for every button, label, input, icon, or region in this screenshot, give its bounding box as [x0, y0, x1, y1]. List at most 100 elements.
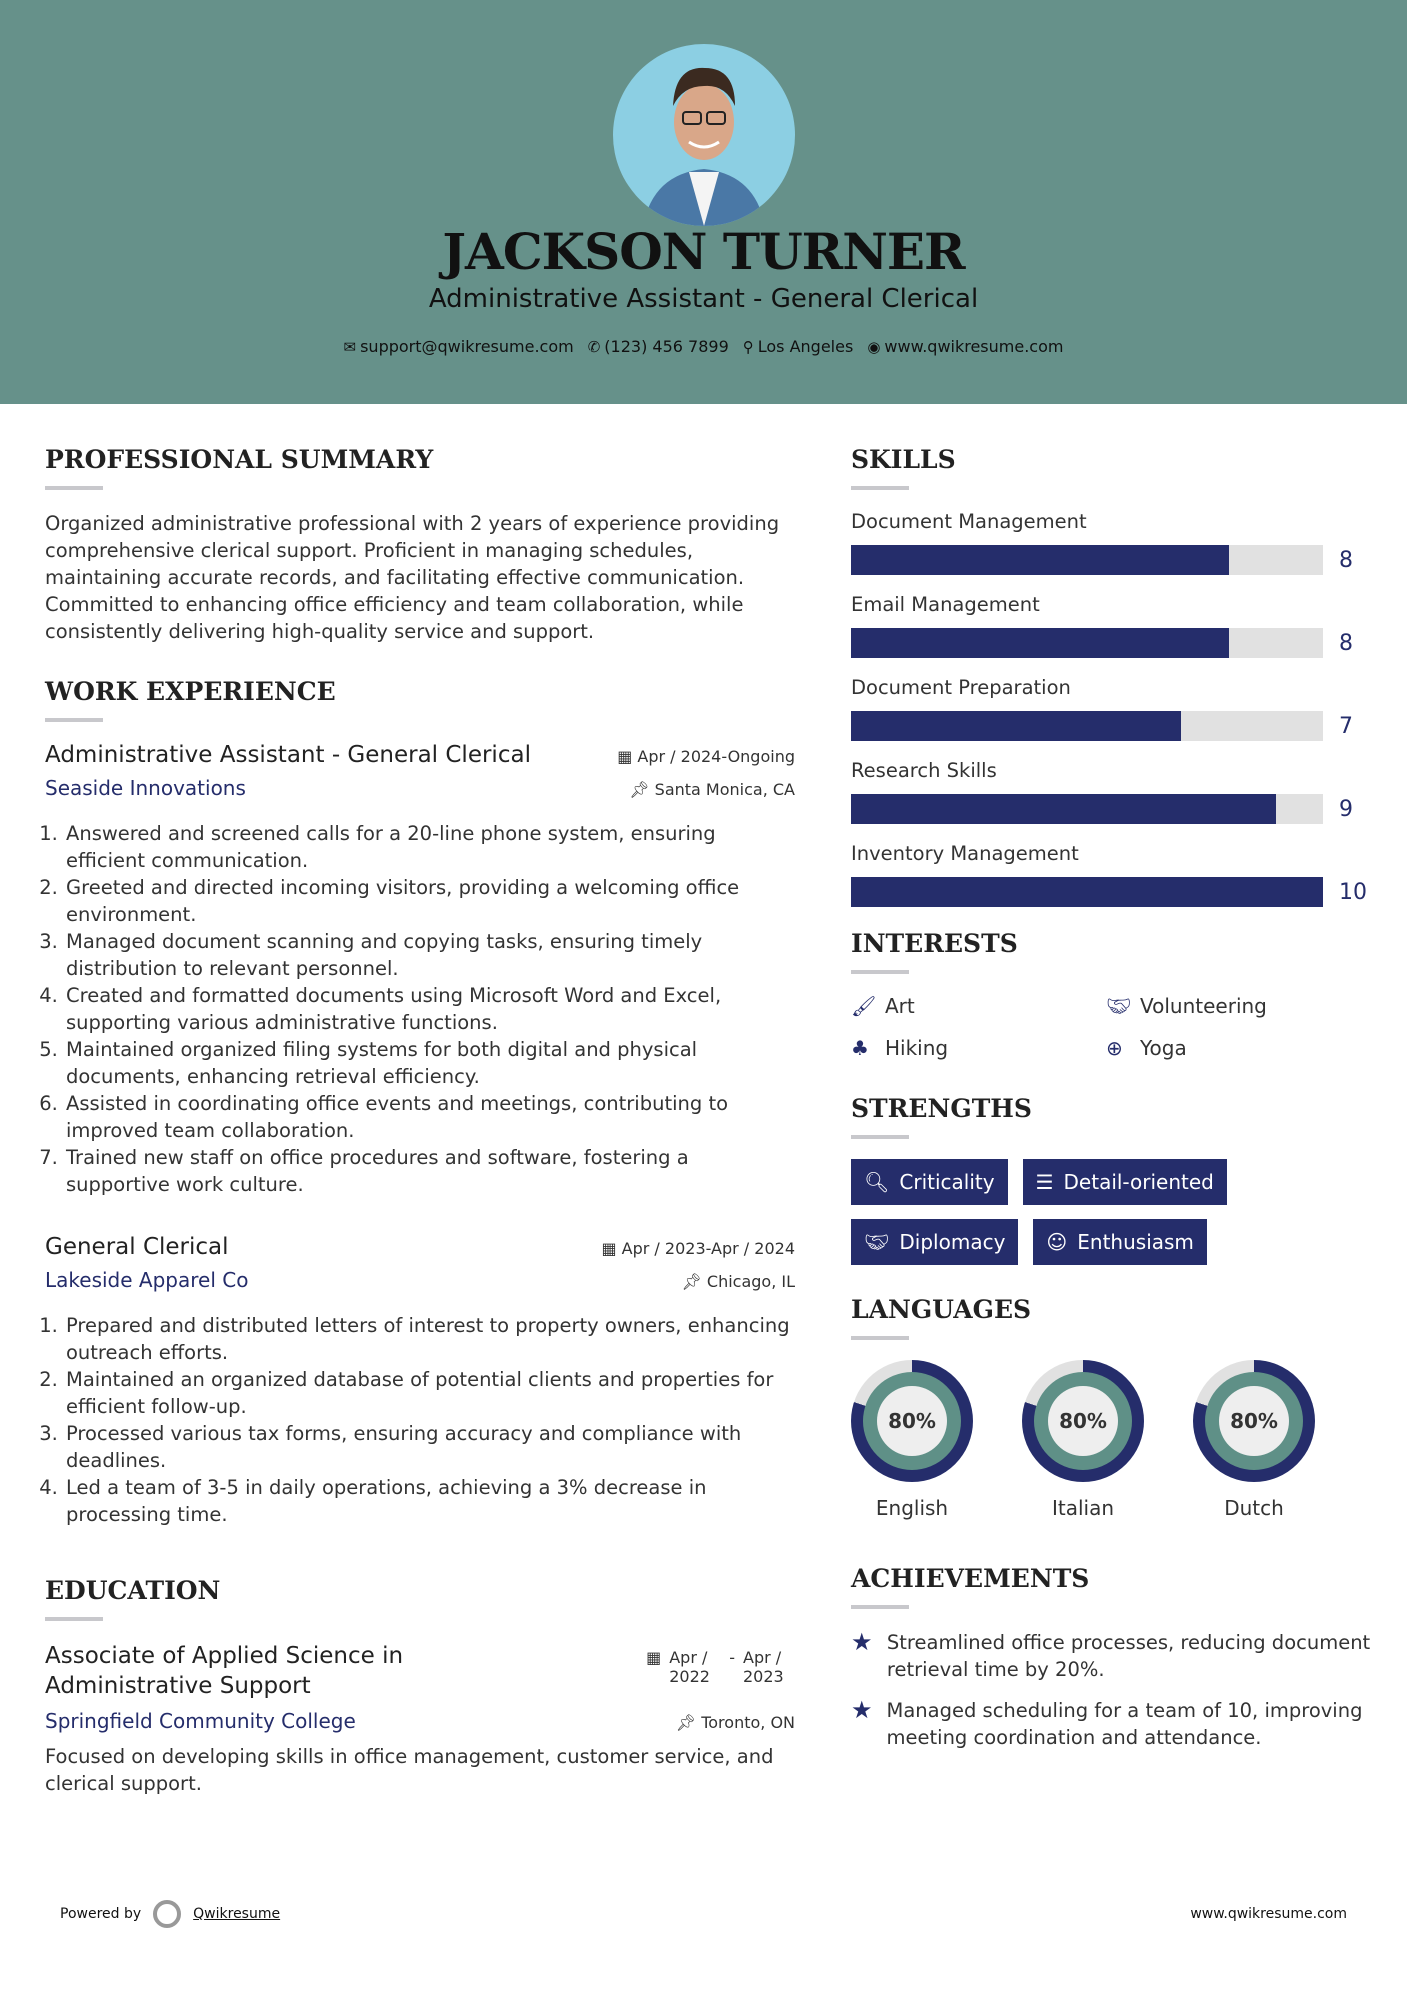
powered-label: Powered by	[60, 1906, 142, 1922]
skill-bar	[851, 711, 1323, 741]
brand-link[interactable]: Qwikresume	[193, 1906, 281, 1922]
globe-icon: ◉	[867, 338, 881, 356]
bullet-list: Answered and screened calls for a 20-lin…	[45, 820, 795, 1198]
language-item: 80% English	[851, 1360, 973, 1520]
language-donut: 80%	[1022, 1360, 1144, 1482]
job-subheader: Seaside Innovations 📌︎ Santa Monica, CA	[45, 768, 795, 800]
job-title: Administrative Assistant - General Cleri…	[45, 742, 531, 768]
interest-item: ⊕ Yoga	[1106, 1036, 1361, 1060]
pin-icon: 📌︎	[629, 780, 655, 799]
skill-item: Research Skills 9	[851, 759, 1371, 824]
search-icon: 🔍︎	[864, 1170, 890, 1194]
list-item: Answered and screened calls for a 20-lin…	[64, 820, 795, 874]
education-location: 📌︎ Toronto, ON	[675, 1713, 795, 1732]
skill-value: 8	[1339, 547, 1353, 573]
language-percent: 80%	[877, 1386, 947, 1456]
skill-value: 9	[1339, 796, 1353, 822]
achievement-list: ★ Streamlined office processes, reducing …	[851, 1629, 1371, 1751]
strength-label: Enthusiasm	[1077, 1230, 1194, 1254]
left-column: PROFESSIONAL SUMMARY Organized administr…	[45, 445, 795, 1797]
section-heading: WORK EXPERIENCE	[45, 677, 336, 706]
language-percent: 80%	[1219, 1386, 1289, 1456]
skill-name: Document Preparation	[851, 676, 1071, 699]
strength-label: Criticality	[899, 1170, 995, 1194]
job-location: 📌︎ Chicago, IL	[681, 1272, 795, 1291]
pin-icon: 📌︎	[681, 1272, 707, 1291]
skill-bar-fill	[851, 711, 1182, 741]
skill-name: Research Skills	[851, 759, 997, 782]
smile-icon: ☺	[1046, 1230, 1068, 1254]
skill-name: Document Management	[851, 510, 1087, 533]
summary-text: Organized administrative professional wi…	[45, 512, 780, 643]
calendar-icon: ▦	[646, 1648, 662, 1667]
language-percent: 80%	[1048, 1386, 1118, 1456]
job-title: General Clerical	[45, 1234, 229, 1260]
strength-tag: ☰ Detail-oriented	[1022, 1159, 1227, 1205]
achievement-item: ★ Streamlined office processes, reducing …	[851, 1629, 1371, 1683]
job-location: 📌︎ Santa Monica, CA	[629, 780, 795, 799]
skill-item: Inventory Management 10	[851, 842, 1371, 907]
interest-item: 🤝︎ Volunteering	[1106, 994, 1361, 1018]
section-heading: STRENGTHS	[851, 1094, 1032, 1123]
interest-label: Volunteering	[1140, 994, 1267, 1018]
list-item: Maintained organized filing systems for …	[64, 1036, 795, 1090]
language-item: 80% Dutch	[1193, 1360, 1315, 1520]
skill-bar	[851, 628, 1323, 658]
phone-icon: ✆	[587, 338, 601, 356]
achievement-item: ★ Managed scheduling for a team of 10, im…	[851, 1697, 1371, 1751]
divider	[45, 486, 103, 490]
contact-location: ⚲ Los Angeles	[742, 337, 854, 356]
list-item: Greeted and directed incoming visitors, …	[64, 874, 795, 928]
strength-tag: 🔍︎ Criticality	[851, 1159, 1008, 1205]
skill-value: 8	[1339, 630, 1353, 656]
divider	[851, 970, 909, 974]
education-header: Associate of Applied Science in Administ…	[45, 1641, 795, 1701]
interest-item: ♣ Hiking	[851, 1036, 1106, 1060]
skill-bar-row: 10	[851, 877, 1371, 907]
contact-email[interactable]: ✉ support@qwikresume.com	[343, 337, 574, 356]
resume-header: JACKSON TURNER Administrative Assistant …	[0, 0, 1407, 404]
list-item: Trained new staff on office procedures a…	[64, 1144, 795, 1198]
divider	[45, 718, 103, 722]
skill-bar-fill	[851, 877, 1323, 907]
job-entry: Administrative Assistant - General Cleri…	[45, 742, 795, 1198]
company-name: Lakeside Apparel Co	[45, 1268, 249, 1292]
candidate-title: Administrative Assistant - General Cleri…	[428, 284, 979, 314]
powered-by: Powered by Qwikresume	[60, 1900, 280, 1928]
bullet-list: Prepared and distributed letters of inte…	[45, 1312, 795, 1528]
job-dates: ▦ Apr / 2024-Ongoing	[617, 747, 795, 766]
skill-bar-row: 8	[851, 545, 1371, 575]
dates-text: Apr / 2024-Ongoing	[637, 747, 795, 766]
location-text: Chicago, IL	[706, 1272, 795, 1291]
list-item: Led a team of 3-5 in daily operations, a…	[64, 1474, 795, 1528]
paintbrush-icon: 🖌︎	[851, 994, 877, 1018]
section-heading: SKILLS	[851, 445, 956, 474]
skill-bar-row: 9	[851, 794, 1371, 824]
skill-name: Email Management	[851, 593, 1040, 616]
contact-phone[interactable]: ✆ (123) 456 7899	[587, 337, 729, 356]
contact-website[interactable]: ◉ www.qwikresume.com	[867, 337, 1064, 356]
education-text: Focused on developing skills in office m…	[45, 1745, 774, 1795]
divider	[851, 1135, 909, 1139]
list-item: Assisted in coordinating office events a…	[64, 1090, 795, 1144]
star-icon: ★	[851, 1628, 873, 1656]
list-item: Prepared and distributed letters of inte…	[64, 1312, 795, 1366]
job-header: Administrative Assistant - General Cleri…	[45, 742, 795, 768]
section-heading: PROFESSIONAL SUMMARY	[45, 445, 434, 474]
company-name: Seaside Innovations	[45, 776, 246, 800]
calendar-icon: ▦	[601, 1239, 622, 1258]
envelope-icon: ✉	[343, 338, 357, 356]
handshake-icon: 🤝︎	[864, 1230, 890, 1254]
interest-label: Art	[885, 994, 915, 1018]
language-name: English	[875, 1496, 949, 1520]
section-heading: ACHIEVEMENTS	[851, 1564, 1090, 1593]
skill-bar-row: 8	[851, 628, 1371, 658]
pin-icon: 📌︎	[675, 1713, 702, 1732]
education-subheader: Springfield Community College 📌︎ Toronto…	[45, 1701, 795, 1733]
footer: Powered by Qwikresume www.qwikresume.com	[60, 1900, 1347, 1928]
language-name: Italian	[1051, 1496, 1115, 1520]
achievement-text: Streamlined office processes, reducing d…	[886, 1631, 1371, 1681]
skill-bar-fill	[851, 545, 1229, 575]
skill-bar	[851, 877, 1323, 907]
footer-url[interactable]: www.qwikresume.com	[1190, 1906, 1347, 1922]
